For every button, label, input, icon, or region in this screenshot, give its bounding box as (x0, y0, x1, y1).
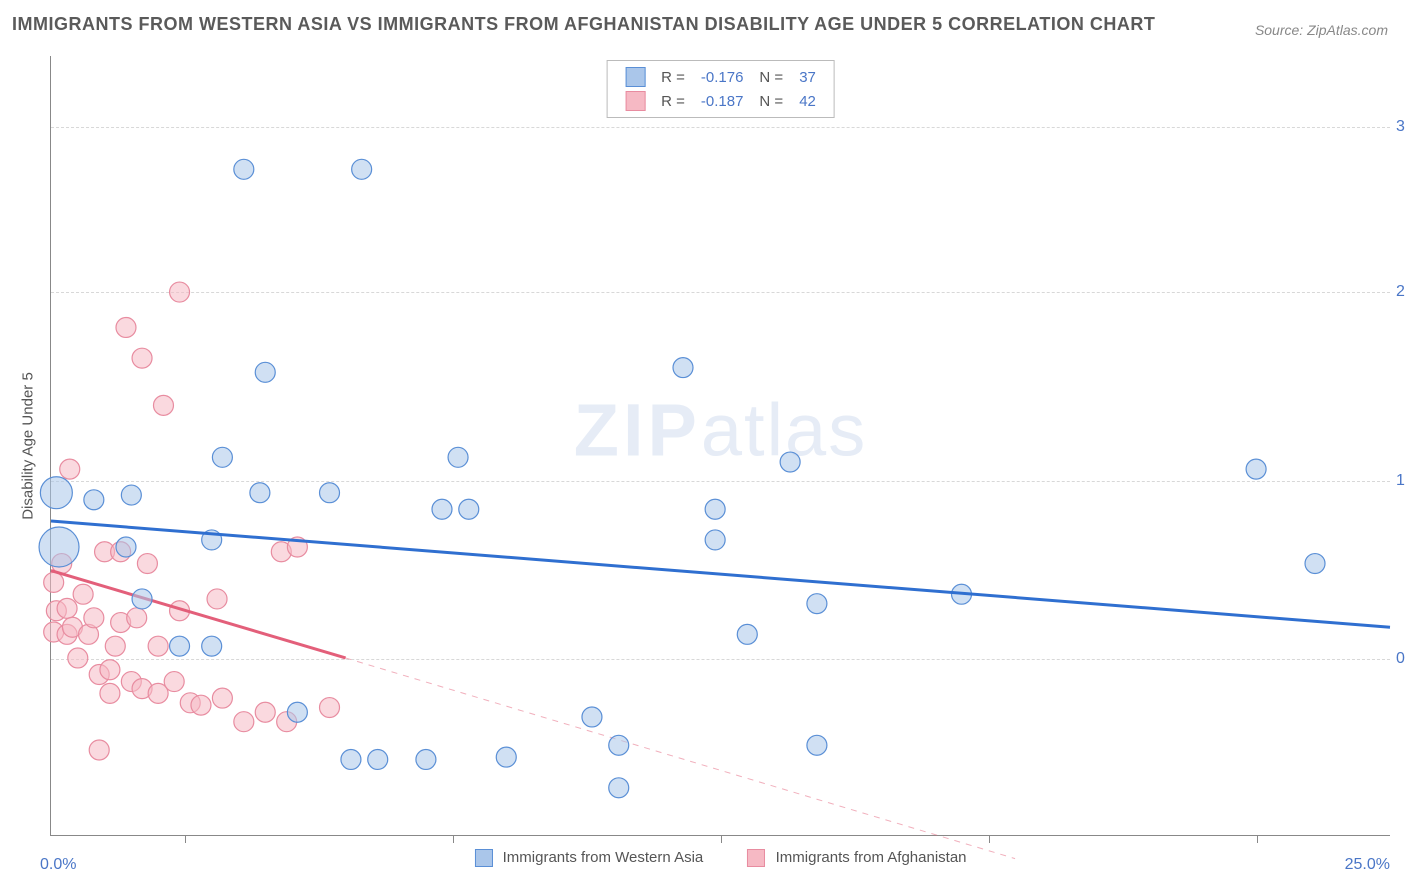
n-value-a: 37 (791, 65, 824, 89)
legend-item-b: Immigrants from Afghanistan (747, 849, 966, 866)
scatter-point-b (320, 698, 340, 718)
legend-series: Immigrants from Western Asia Immigrants … (454, 849, 986, 867)
r-value-a: -0.176 (693, 65, 752, 89)
scatter-point-b (255, 702, 275, 722)
scatter-point-a (84, 490, 104, 510)
swatch-series-a (474, 849, 492, 867)
scatter-point-b (100, 683, 120, 703)
legend-item-a: Immigrants from Western Asia (474, 849, 707, 866)
swatch-series-a (625, 67, 645, 87)
scatter-point-a (116, 537, 136, 557)
scatter-point-b (60, 459, 80, 479)
n-value-b: 42 (791, 89, 824, 113)
scatter-point-a (459, 499, 479, 519)
legend-stats: R = -0.176 N = 37 R = -0.187 N = 42 (606, 60, 835, 118)
y-tick-label: 0.75% (1396, 650, 1406, 668)
scatter-point-a (202, 636, 222, 656)
scatter-point-a (39, 527, 79, 567)
plot-area: ZIPatlas 0.75%1.5%2.3%3.0% R = -0.176 N … (50, 56, 1390, 836)
scatter-point-a (1305, 554, 1325, 574)
scatter-point-b (84, 608, 104, 628)
scatter-point-a (496, 747, 516, 767)
x-axis-max-label: 25.0% (1345, 856, 1390, 874)
scatter-point-a (352, 159, 372, 179)
x-tick (989, 835, 990, 843)
scatter-point-b (68, 648, 88, 668)
scatter-point-b (191, 695, 211, 715)
y-tick-label: 2.3% (1396, 283, 1406, 301)
y-axis-title: Disability Age Under 5 (20, 372, 37, 520)
scatter-point-a (705, 530, 725, 550)
scatter-point-b (170, 282, 190, 302)
scatter-point-a (132, 589, 152, 609)
scatter-point-b (89, 740, 109, 760)
scatter-point-a (807, 594, 827, 614)
scatter-point-a (705, 499, 725, 519)
r-label: R = (653, 65, 693, 89)
scatter-point-b (132, 348, 152, 368)
scatter-point-a (40, 477, 72, 509)
scatter-point-a (320, 483, 340, 503)
scatter-point-a (609, 778, 629, 798)
scatter-point-a (255, 362, 275, 382)
scatter-point-a (582, 707, 602, 727)
scatter-point-b (153, 395, 173, 415)
scatter-point-b (212, 688, 232, 708)
scatter-point-a (234, 159, 254, 179)
scatter-point-b (137, 554, 157, 574)
scatter-point-a (807, 735, 827, 755)
scatter-point-a (432, 499, 452, 519)
scatter-point-a (212, 447, 232, 467)
trend-line-dashed-b (346, 658, 1016, 859)
scatter-svg (51, 56, 1390, 835)
scatter-point-b (116, 317, 136, 337)
scatter-point-b (105, 636, 125, 656)
n-label: N = (751, 89, 791, 113)
x-axis-min-label: 0.0% (40, 856, 76, 874)
scatter-point-b (127, 608, 147, 628)
scatter-point-a (250, 483, 270, 503)
x-tick (1257, 835, 1258, 843)
scatter-point-a (780, 452, 800, 472)
r-label: R = (653, 89, 693, 113)
scatter-point-a (170, 636, 190, 656)
series-a-name: Immigrants from Western Asia (503, 849, 704, 866)
scatter-point-b (148, 636, 168, 656)
chart-title: IMMIGRANTS FROM WESTERN ASIA VS IMMIGRAN… (12, 14, 1155, 35)
y-tick-label: 3.0% (1396, 118, 1406, 136)
y-tick-label: 1.5% (1396, 472, 1406, 490)
scatter-point-a (609, 735, 629, 755)
swatch-series-b (747, 849, 765, 867)
r-value-b: -0.187 (693, 89, 752, 113)
x-tick (453, 835, 454, 843)
swatch-series-b (625, 91, 645, 111)
scatter-point-a (737, 624, 757, 644)
scatter-point-a (287, 702, 307, 722)
scatter-point-b (164, 672, 184, 692)
x-tick (721, 835, 722, 843)
scatter-point-b (234, 712, 254, 732)
scatter-point-b (73, 584, 93, 604)
series-b-name: Immigrants from Afghanistan (776, 849, 967, 866)
scatter-point-b (44, 572, 64, 592)
scatter-point-a (368, 749, 388, 769)
scatter-point-b (57, 598, 77, 618)
legend-stats-row-a: R = -0.176 N = 37 (617, 65, 824, 89)
n-label: N = (751, 65, 791, 89)
scatter-point-a (673, 358, 693, 378)
scatter-point-a (416, 749, 436, 769)
scatter-point-b (207, 589, 227, 609)
scatter-point-a (1246, 459, 1266, 479)
scatter-point-b (100, 660, 120, 680)
scatter-point-a (448, 447, 468, 467)
x-tick (185, 835, 186, 843)
legend-stats-row-b: R = -0.187 N = 42 (617, 89, 824, 113)
scatter-point-a (121, 485, 141, 505)
source-label: Source: ZipAtlas.com (1255, 22, 1388, 38)
scatter-point-a (341, 749, 361, 769)
